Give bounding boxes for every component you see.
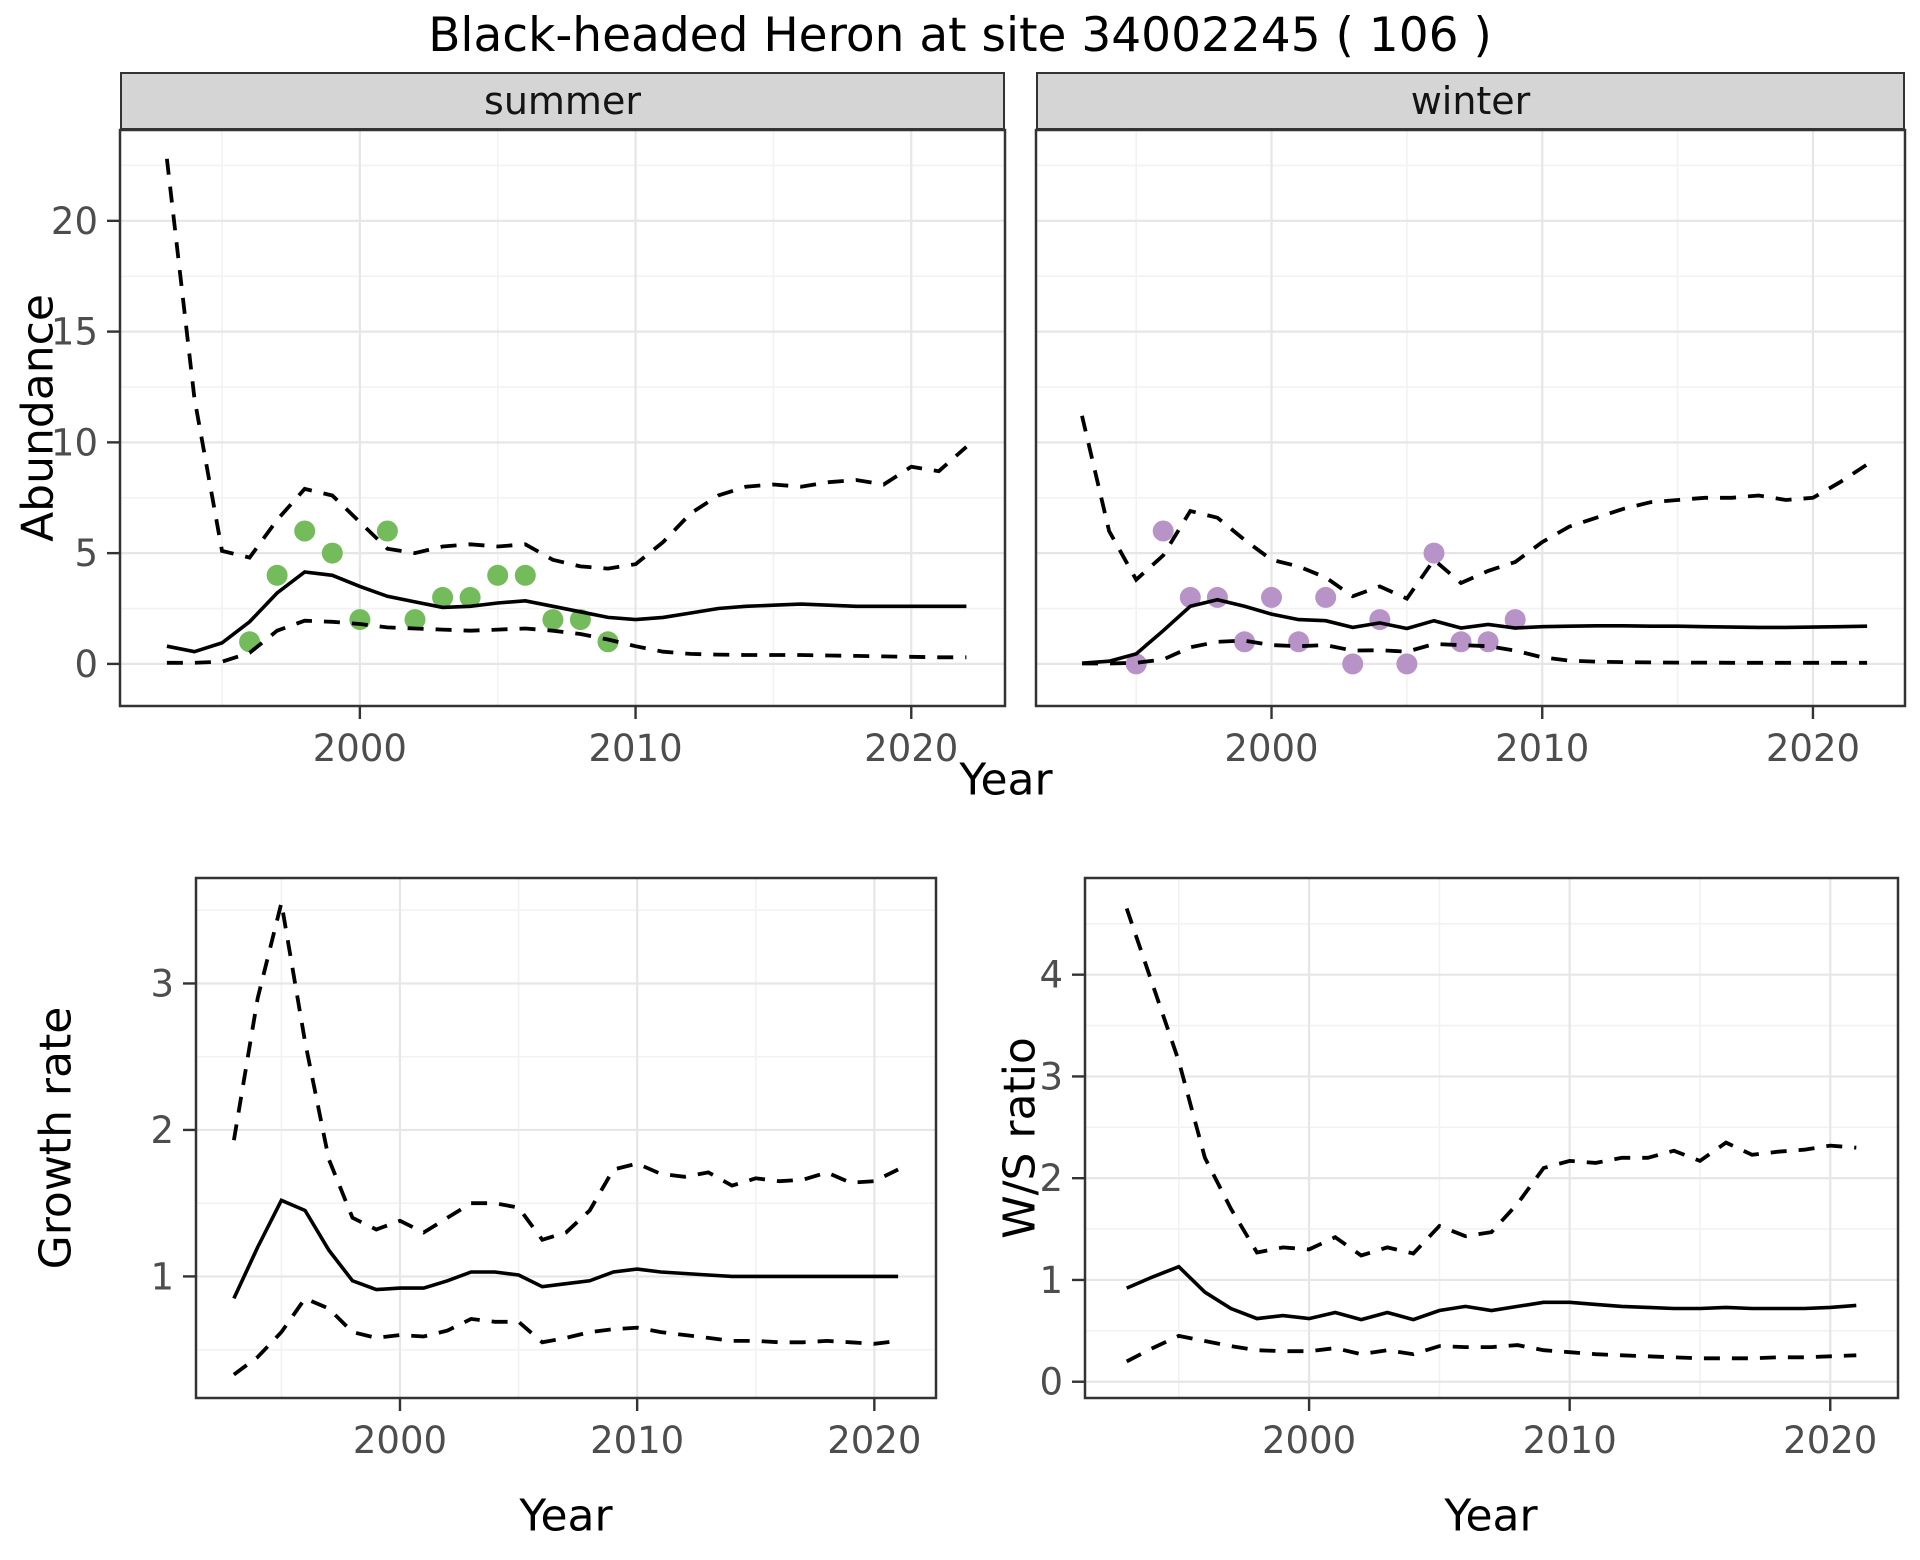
- facet-strip-winter-label: winter: [1410, 79, 1531, 123]
- x-tick-label: 2020: [1766, 727, 1860, 770]
- panel-abundance-winter: 2000 2010 2020: [1034, 128, 1907, 770]
- y-tick-label: 1: [1039, 1259, 1063, 1302]
- observation-point: [514, 564, 536, 586]
- panel-background: [1036, 130, 1905, 706]
- x-tick-label: 2000: [353, 1419, 447, 1462]
- observation-point: [266, 564, 288, 586]
- y-axis-title-ws-ratio: W/S ratio: [994, 1037, 1046, 1239]
- x-tick-label: 2000: [1262, 1419, 1356, 1462]
- observation-point: [459, 586, 481, 608]
- observation-point: [1125, 653, 1147, 675]
- observation-point: [1315, 586, 1337, 608]
- observation-point: [597, 631, 619, 653]
- y-tick-label: 2: [150, 1109, 174, 1152]
- panel-border: [1083, 876, 1900, 1400]
- mean-line: [166, 570, 967, 654]
- facet-strip-summer: summer: [120, 72, 1005, 130]
- observation-point: [1396, 653, 1418, 675]
- x-tick-label: 2010: [590, 1419, 684, 1462]
- observation-point: [487, 564, 509, 586]
- ci-lower-line: [232, 1296, 899, 1377]
- panel-background: [1085, 878, 1898, 1398]
- y-tick-label: 4: [1039, 954, 1063, 997]
- y-tick-label: 15: [51, 311, 98, 354]
- y-tick-label: 0: [1039, 1361, 1063, 1404]
- ci-upper-line: [1080, 415, 1869, 601]
- observation-point: [1152, 520, 1174, 542]
- mean-line: [1081, 597, 1868, 665]
- observation-point: [1342, 653, 1364, 675]
- y-axis-title-abundance: Abundance: [12, 294, 64, 542]
- x-tick-label: 2020: [864, 727, 958, 770]
- y-tick-label: 5: [74, 532, 98, 575]
- y-tick-label: 20: [51, 200, 98, 243]
- x-tick-label: 2010: [1495, 727, 1589, 770]
- observation-point: [294, 520, 316, 542]
- x-tick-label: 2010: [1523, 1419, 1617, 1462]
- y-tick-label: 1: [150, 1255, 174, 1298]
- mean-line: [232, 1197, 899, 1300]
- y-axis-title-growth-rate: Growth rate: [30, 1006, 82, 1270]
- panel-abundance-summer: 2000 2010 2020 0 5 10 15 20: [51, 128, 1007, 770]
- observation-point: [349, 609, 371, 631]
- panel-background: [196, 878, 936, 1398]
- observation-point: [1179, 586, 1201, 608]
- ci-upper-line: [165, 158, 968, 571]
- observation-point: [321, 542, 343, 564]
- facet-strip-summer-label: summer: [484, 79, 641, 123]
- observation-point: [1288, 631, 1310, 653]
- x-tick-label: 2010: [588, 727, 682, 770]
- observation-point: [1261, 586, 1282, 608]
- mean-line: [1125, 1264, 1857, 1322]
- observation-point: [1206, 586, 1228, 608]
- ci-upper-line: [232, 902, 899, 1243]
- panel-ws-ratio: 2000 2010 2020 0 1 2 3 4: [1039, 876, 1900, 1462]
- ci-lower-line: [166, 618, 967, 665]
- ci-upper-line: [1124, 907, 1857, 1258]
- ci-lower-line: [1125, 1333, 1857, 1364]
- plot-title: Black-headed Heron at site 34002245 ( 10…: [428, 8, 1492, 63]
- y-tick-label: 2: [1039, 1157, 1063, 1200]
- observation-point: [404, 609, 426, 631]
- x-tick-label: 2000: [313, 727, 407, 770]
- observation-point: [376, 520, 398, 542]
- x-axis-title-year-top: Year: [959, 754, 1053, 806]
- observation-point: [432, 586, 454, 608]
- x-axis-title-year-ws: Year: [1444, 1490, 1538, 1542]
- panel-border: [194, 876, 938, 1400]
- y-tick-label: 0: [74, 643, 98, 686]
- observation-point: [1423, 542, 1445, 564]
- observation-point: [1477, 631, 1499, 653]
- x-tick-label: 2020: [1783, 1419, 1877, 1462]
- facet-strip-winter: winter: [1036, 72, 1905, 130]
- y-tick-label: 3: [1039, 1055, 1063, 1098]
- observation-point: [1450, 631, 1472, 653]
- observation-point: [1234, 631, 1255, 653]
- observation-point: [1504, 609, 1526, 631]
- ci-lower-line: [1082, 638, 1868, 666]
- panel-border: [1034, 128, 1907, 708]
- y-tick-label: 3: [150, 962, 174, 1005]
- panel-growth-rate: 2000 2010 2020 1 2 3: [150, 876, 938, 1462]
- panel-border: [118, 128, 1007, 708]
- x-axis-title-year-growth: Year: [519, 1490, 613, 1542]
- observation-point: [1369, 609, 1391, 631]
- y-tick-label: 10: [51, 421, 98, 464]
- x-tick-label: 2020: [827, 1419, 921, 1462]
- observation-point: [542, 609, 564, 631]
- x-tick-label: 2000: [1224, 727, 1318, 770]
